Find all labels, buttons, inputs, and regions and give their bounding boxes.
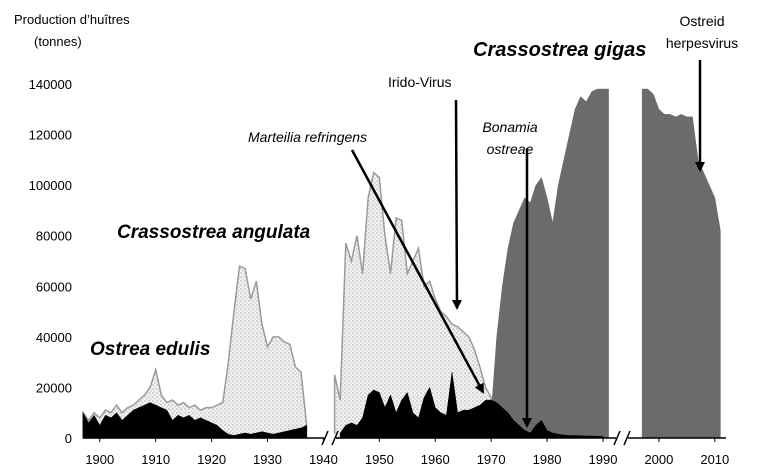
x-tick-label: 1980 bbox=[533, 452, 562, 467]
series-label: Crassostrea gigas bbox=[473, 39, 646, 61]
area bbox=[490, 88, 609, 439]
arrow bbox=[350, 149, 485, 394]
x-tick-label: 1910 bbox=[141, 452, 170, 467]
annotation: Bonamia bbox=[482, 119, 537, 135]
annotation: ostreae bbox=[487, 141, 534, 157]
axis-break bbox=[613, 430, 621, 446]
axis-break bbox=[321, 430, 329, 446]
axis-break bbox=[324, 434, 336, 442]
y-tick-label: 40000 bbox=[36, 330, 72, 345]
y-tick-label: 0 bbox=[65, 431, 72, 446]
y-tick-label: 60000 bbox=[36, 279, 72, 294]
y-tick-label: 80000 bbox=[36, 229, 72, 244]
area bbox=[82, 264, 308, 439]
y-tick-label: 100000 bbox=[29, 178, 72, 193]
y-tick-label: 20000 bbox=[36, 380, 72, 395]
arrow bbox=[451, 99, 462, 310]
area bbox=[82, 402, 307, 439]
annotation: Marteilia refringens bbox=[248, 129, 367, 145]
annotation: herpesvirus bbox=[666, 35, 738, 51]
x-tick-label: 1900 bbox=[85, 452, 114, 467]
series-label: Crassostrea angulata bbox=[117, 222, 311, 243]
y-axis-label: Production d’huîtres bbox=[14, 12, 130, 27]
annotation: Irido-Virus bbox=[388, 74, 452, 90]
x-tick-label: 2000 bbox=[644, 452, 673, 467]
x-tick-label: 1990 bbox=[589, 452, 618, 467]
y-tick-label: 120000 bbox=[29, 128, 72, 143]
axis-break bbox=[623, 430, 631, 446]
x-tick-label: 1930 bbox=[253, 452, 282, 467]
x-tick-label: 1950 bbox=[365, 452, 394, 467]
area bbox=[641, 88, 721, 439]
x-tick-label: 1970 bbox=[477, 452, 506, 467]
area bbox=[339, 372, 604, 439]
annotation: Ostreid bbox=[679, 13, 724, 29]
x-tick-label: 1920 bbox=[197, 452, 226, 467]
x-tick-label: 2010 bbox=[700, 452, 729, 467]
axis-break bbox=[331, 430, 339, 446]
series-label: Ostrea edulis bbox=[90, 339, 210, 360]
annotation-arrows bbox=[350, 60, 705, 428]
x-tick-label: 1940 bbox=[309, 452, 338, 467]
y-tick-label: 140000 bbox=[29, 77, 72, 92]
area bbox=[333, 171, 492, 439]
y-axis-label: (tonnes) bbox=[34, 34, 82, 49]
axis-break bbox=[616, 434, 628, 442]
x-tick-label: 1960 bbox=[421, 452, 450, 467]
